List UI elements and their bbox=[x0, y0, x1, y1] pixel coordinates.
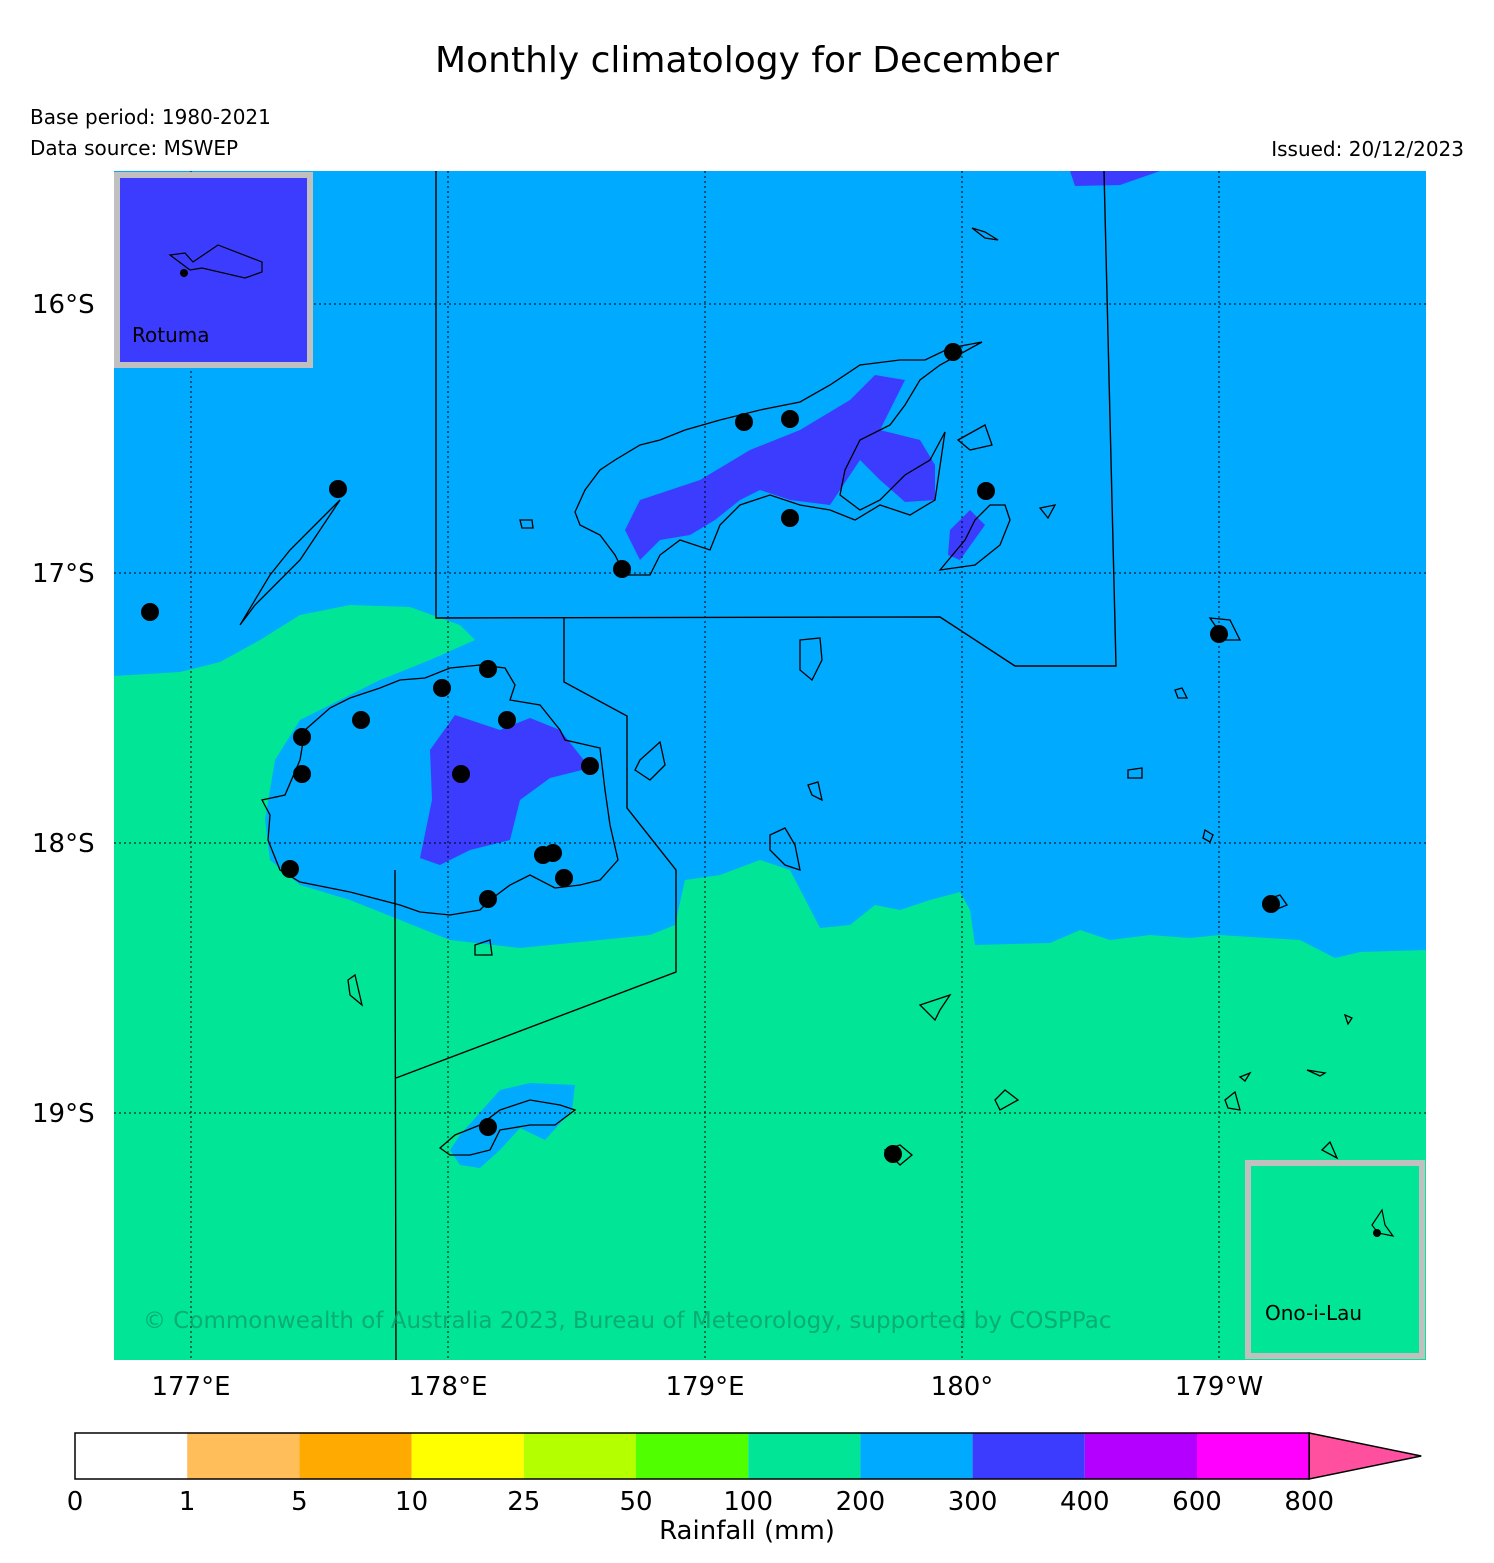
station-dot bbox=[352, 711, 370, 729]
colorbar-segment bbox=[748, 1433, 861, 1479]
colorbar-segment bbox=[860, 1433, 973, 1479]
colorbar-tick-label: 5 bbox=[291, 1487, 308, 1517]
station-dot bbox=[735, 413, 753, 431]
data-source: Data source: MSWEP bbox=[30, 136, 239, 160]
lat-label: 17°S bbox=[32, 559, 95, 589]
map-region-south-island bbox=[450, 1083, 575, 1168]
lon-label: 178°E bbox=[408, 1372, 487, 1402]
colorbar-segment bbox=[75, 1433, 188, 1479]
map-region-high-vitilevu bbox=[420, 715, 590, 865]
station-dot bbox=[141, 603, 159, 621]
station-dot bbox=[498, 711, 516, 729]
map-region-low bbox=[114, 605, 1426, 1360]
ono-label: Ono-i-Lau bbox=[1265, 1301, 1362, 1325]
colorbar: 0 1 5 10 25 50 100 200 300 400 600 800 bbox=[67, 1432, 1422, 1517]
station-dot bbox=[452, 765, 470, 783]
copyright-text: © Commonwealth of Australia 2023, Bureau… bbox=[143, 1308, 1112, 1334]
colorbar-tick-label: 300 bbox=[948, 1487, 998, 1517]
colorbar-tick-label: 10 bbox=[395, 1487, 428, 1517]
lon-label: 177°E bbox=[151, 1372, 230, 1402]
colorbar-tick-label: 0 bbox=[67, 1487, 84, 1517]
rotuma-inset: Rotuma bbox=[114, 172, 313, 368]
lat-label: 18°S bbox=[32, 829, 95, 859]
map-region-high-taveuni bbox=[948, 510, 985, 560]
station-dot bbox=[781, 509, 799, 527]
station-dot bbox=[479, 660, 497, 678]
colorbar-tick-label: 200 bbox=[836, 1487, 886, 1517]
colorbar-segment bbox=[1084, 1433, 1197, 1479]
station-dot bbox=[329, 480, 347, 498]
lon-label: 179°E bbox=[665, 1372, 744, 1402]
station-dot bbox=[1210, 625, 1228, 643]
station-dot bbox=[433, 679, 451, 697]
map-region-high-top bbox=[1070, 171, 1160, 186]
station-dot bbox=[293, 765, 311, 783]
colorbar-tick-label: 50 bbox=[619, 1487, 652, 1517]
station-dot bbox=[1262, 895, 1280, 913]
lon-label: 179°W bbox=[1175, 1372, 1263, 1402]
colorbar-label: Rainfall (mm) bbox=[659, 1516, 835, 1546]
colorbar-tick-label: 600 bbox=[1172, 1487, 1222, 1517]
colorbar-segment bbox=[187, 1433, 300, 1479]
colorbar-segment bbox=[299, 1433, 412, 1479]
station-dot bbox=[479, 1118, 497, 1136]
division-boundaries bbox=[394, 170, 1117, 1361]
colorbar-segment bbox=[1197, 1433, 1310, 1479]
issued-date: Issued: 20/12/2023 bbox=[1271, 137, 1464, 161]
colorbar-tick-label: 400 bbox=[1060, 1487, 1110, 1517]
colorbar-tick-label: 100 bbox=[723, 1487, 773, 1517]
station-dot bbox=[293, 728, 311, 746]
colorbar-border bbox=[74, 1432, 1310, 1480]
station-dot bbox=[581, 757, 599, 775]
colorbar-segment bbox=[411, 1433, 524, 1479]
colorbar-tick-label: 800 bbox=[1284, 1487, 1334, 1517]
station-dot bbox=[613, 560, 631, 578]
station-dot bbox=[479, 890, 497, 908]
base-period: Base period: 1980-2021 bbox=[30, 105, 271, 129]
lon-label: 180° bbox=[931, 1372, 994, 1402]
colorbar-tick-label: 1 bbox=[179, 1487, 196, 1517]
ono-inset: Ono-i-Lau bbox=[1245, 1160, 1425, 1359]
lat-label: 16°S bbox=[32, 290, 95, 320]
station-dot bbox=[781, 410, 799, 428]
colorbar-segment bbox=[972, 1433, 1085, 1479]
station-dot bbox=[544, 844, 562, 862]
station-markers bbox=[141, 343, 1280, 1163]
colorbar-extension-arrow bbox=[1308, 1432, 1422, 1480]
rotuma-label: Rotuma bbox=[132, 323, 210, 347]
map-title: Monthly climatology for December bbox=[435, 40, 1059, 81]
colorbar-segment bbox=[523, 1433, 636, 1479]
station-dot bbox=[977, 482, 995, 500]
station-dot bbox=[281, 860, 299, 878]
station-dot bbox=[884, 1145, 902, 1163]
station-dot bbox=[555, 869, 573, 887]
station-dot bbox=[944, 343, 962, 361]
lat-label: 19°S bbox=[32, 1099, 95, 1129]
map-region-high-vanua bbox=[625, 375, 935, 560]
colorbar-segment bbox=[636, 1433, 749, 1479]
colorbar-tick-label: 25 bbox=[507, 1487, 540, 1517]
